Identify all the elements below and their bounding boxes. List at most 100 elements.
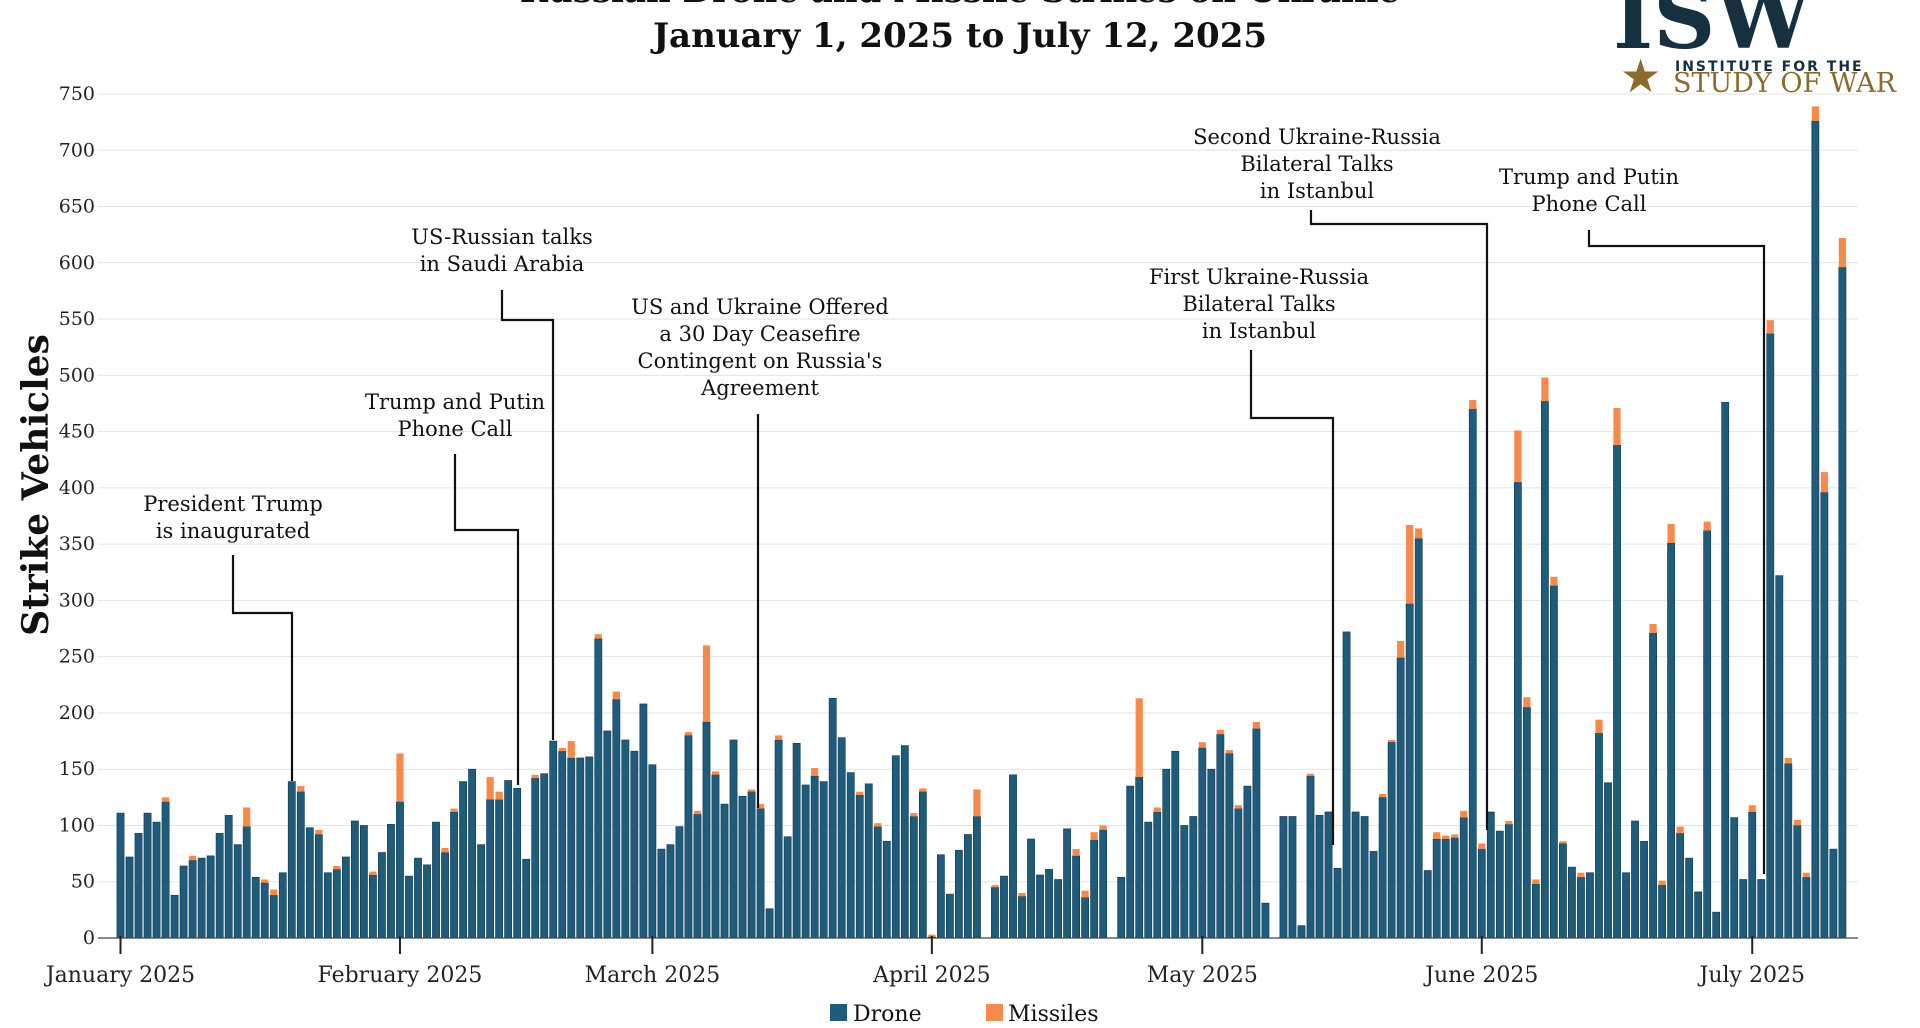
bar-drone bbox=[405, 875, 413, 939]
bar-drone bbox=[1225, 753, 1234, 939]
bar-drone bbox=[423, 864, 431, 939]
bar-missiles bbox=[1252, 721, 1261, 729]
bar-drone bbox=[1432, 838, 1441, 939]
annotation-text: in Istanbul bbox=[1202, 319, 1316, 343]
bar-drone bbox=[1252, 728, 1261, 939]
y-tick-label: 500 bbox=[59, 364, 95, 386]
bar-missiles bbox=[1460, 810, 1468, 818]
bar-drone bbox=[567, 757, 576, 939]
legend-swatch-drone bbox=[830, 1004, 847, 1021]
bar-drone bbox=[152, 821, 161, 939]
bar-drone bbox=[1315, 815, 1324, 939]
bar-drone bbox=[891, 755, 900, 939]
bar-drone bbox=[1829, 848, 1838, 939]
bar-drone bbox=[477, 844, 486, 939]
bar-drone bbox=[1595, 732, 1603, 939]
bar-missiles bbox=[1153, 807, 1161, 812]
bar-drone bbox=[964, 834, 972, 939]
bar-missiles bbox=[396, 753, 404, 802]
bar-drone bbox=[1748, 811, 1757, 939]
annotation-text: Phone Call bbox=[1532, 192, 1647, 216]
bar-drone bbox=[1189, 816, 1198, 939]
bar-missiles bbox=[1081, 890, 1089, 898]
bar-drone bbox=[819, 781, 828, 939]
bar-missiles bbox=[1433, 832, 1441, 839]
y-tick-label: 0 bbox=[83, 927, 95, 949]
bar-missiles bbox=[1667, 523, 1675, 544]
y-tick-label: 250 bbox=[59, 646, 95, 668]
bar-missiles bbox=[1415, 528, 1423, 539]
bar-drone bbox=[1486, 811, 1495, 939]
bar-drone bbox=[1153, 811, 1162, 939]
bar-drone bbox=[459, 781, 467, 939]
bar-drone bbox=[1459, 817, 1468, 939]
bar-missiles bbox=[531, 774, 539, 779]
bar-missiles bbox=[856, 791, 864, 796]
bar-missiles bbox=[441, 847, 449, 853]
bar-drone bbox=[314, 834, 323, 939]
bar-drone bbox=[1135, 776, 1144, 939]
annotation-ceasefire-offer: US and Ukraine Offered a 30 Day Ceasefire… bbox=[631, 295, 889, 808]
bar-drone bbox=[1649, 632, 1657, 939]
bar-drone bbox=[1117, 876, 1126, 939]
bar-missiles bbox=[1658, 880, 1666, 886]
bar-drone bbox=[233, 844, 242, 939]
bar-drone bbox=[1081, 897, 1090, 939]
bar-drone bbox=[594, 638, 603, 939]
bar-missiles bbox=[1784, 757, 1792, 764]
bar-missiles bbox=[919, 788, 927, 792]
annotation-phone-call-2: Trump and Putin Phone Call bbox=[1499, 165, 1766, 874]
bar-drone bbox=[1676, 833, 1685, 939]
bar-drone bbox=[296, 791, 305, 939]
bar-missiles bbox=[567, 741, 575, 758]
bar-drone bbox=[1000, 875, 1008, 939]
bar-drone bbox=[1739, 879, 1748, 939]
bar-drone bbox=[522, 858, 531, 939]
annotation-leader-line bbox=[231, 555, 294, 781]
bar-drone bbox=[1757, 879, 1766, 939]
bar-drone bbox=[1802, 876, 1811, 939]
bar-drone bbox=[702, 721, 711, 939]
y-tick-label: 750 bbox=[59, 83, 95, 105]
bar-drone bbox=[360, 825, 368, 939]
bar-missiles bbox=[270, 889, 278, 896]
annotation-text: Bilateral Talks bbox=[1182, 292, 1335, 316]
bar-drone bbox=[1216, 734, 1225, 939]
bar-drone bbox=[955, 849, 963, 939]
bar-drone bbox=[657, 848, 666, 939]
annotation-text: Agreement bbox=[700, 376, 819, 400]
bar-drone bbox=[1550, 585, 1558, 939]
bar-missiles bbox=[1748, 805, 1756, 812]
bar-missiles bbox=[1613, 407, 1621, 446]
bar-drone bbox=[612, 699, 621, 939]
legend-label-missiles: Missiles bbox=[1008, 1002, 1099, 1024]
bar-drone bbox=[540, 773, 549, 939]
bar-drone bbox=[828, 698, 837, 939]
bar-missiles bbox=[991, 885, 999, 888]
isw-logo-line-1: INSTITUTE FOR THE bbox=[1675, 59, 1864, 75]
bar-drone bbox=[1540, 400, 1549, 939]
bar-missiles bbox=[1072, 849, 1080, 856]
bar-missiles bbox=[1198, 742, 1206, 748]
bar-drone bbox=[504, 780, 513, 939]
annotation-leader-line bbox=[1309, 210, 1489, 830]
bar-drone bbox=[1622, 872, 1630, 939]
bar-drone bbox=[585, 756, 594, 939]
bar-drone bbox=[1441, 838, 1450, 939]
bar-missiles bbox=[1306, 773, 1315, 776]
bar-drone bbox=[179, 865, 188, 939]
bar-drone bbox=[900, 745, 909, 939]
annotation-text: Phone Call bbox=[398, 417, 513, 441]
bar-drone bbox=[630, 750, 639, 939]
bar-drone bbox=[810, 775, 819, 939]
bar-missiles bbox=[1766, 320, 1774, 334]
bar-drone bbox=[495, 799, 504, 939]
y-tick-label: 150 bbox=[59, 758, 95, 780]
annotation-leader-line bbox=[453, 454, 520, 785]
bar-drone bbox=[1586, 872, 1594, 939]
bar-drone bbox=[468, 768, 476, 939]
bar-drone bbox=[1279, 816, 1288, 939]
y-tick-label: 50 bbox=[71, 871, 95, 893]
bar-drone bbox=[215, 833, 224, 939]
bar-missiles bbox=[1703, 521, 1711, 531]
